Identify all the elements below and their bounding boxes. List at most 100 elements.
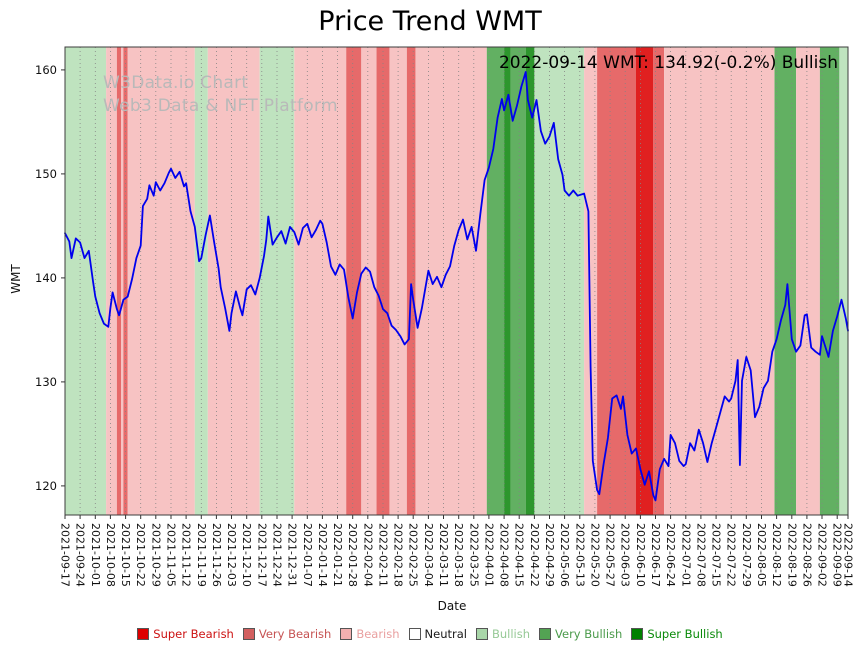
sentiment-band-bearish [796,47,820,515]
x-tick-label: 2021-12-10 [240,523,253,587]
sentiment-band-super-bullish [525,47,535,515]
y-axis-label: WMT [9,264,23,294]
sentiment-band-bearish [361,47,377,515]
sentiment-band-bullish [839,47,848,515]
sentiment-band-very-bearish [597,47,636,515]
sentiment-band-bearish [584,47,598,515]
sentiment-band-very-bearish [123,47,128,515]
legend-swatch [475,628,488,640]
watermark: W3Data.io Chart Web3 Data & NFT Platform [103,72,338,118]
sentiment-band-very-bullish [819,47,840,515]
plot-border [64,46,849,516]
legend-swatch [408,628,421,640]
x-tick-label: 2021-09-24 [74,523,87,587]
x-tick-label: 2022-03-18 [452,523,465,587]
x-tick-label: 2022-05-13 [573,523,586,587]
x-tick-label: 2021-12-24 [271,523,284,587]
x-tick-label: 2022-05-27 [604,523,617,587]
x-tick-label: 2021-12-03 [225,523,238,587]
x-axis-label: Date [437,599,467,613]
sentiment-band-bearish [207,47,260,515]
legend-item-neutral: Neutral [408,627,467,641]
legend-item-very-bearish: Very Bearish [242,627,331,641]
legend-item-very-bullish: Very Bullish [539,627,622,641]
x-tick-label: 2022-05-20 [588,523,601,587]
x-tick-label: 2022-04-01 [482,523,495,587]
x-tick-label: 2022-04-22 [528,523,541,587]
x-tick-label: 2021-11-26 [210,523,223,587]
sentiment-band-bullish [65,47,107,515]
y-tick-label: 130 [35,375,57,389]
sentiment-band-very-bearish [376,47,390,515]
price-line [64,71,849,502]
x-tick-label: 2022-03-04 [422,523,435,587]
latest-price-annotation: 2022-09-14 WMT: 134.92(-0.2%) Bullish [498,53,838,73]
sentiment-band-very-bearish [116,47,122,515]
x-tick-label: 2022-01-07 [301,523,314,587]
x-tick-label: 2022-05-06 [558,523,571,587]
x-tick-label: 2022-06-17 [649,523,662,587]
x-tick-label: 2022-07-01 [679,523,692,587]
x-tick-label: 2022-04-08 [498,523,511,587]
sentiment-band-bearish [389,47,407,515]
sentiment-band-very-bullish [510,47,526,515]
x-tick-label: 2022-07-29 [740,523,753,587]
x-tick-label: 2022-01-21 [331,523,344,587]
x-tick-label: 2022-08-05 [755,523,768,587]
x-tick-label: 2022-06-10 [634,523,647,587]
x-tick-label: 2022-09-14 [842,523,855,587]
sentiment-band-very-bearish [653,47,665,515]
sentiment-band-bullish [534,47,585,515]
x-tick-label: 2022-03-25 [467,523,480,587]
x-tick-label: 2022-01-14 [316,523,329,587]
x-tick-label: 2022-08-19 [785,523,798,587]
x-tick-label: 2022-03-11 [437,523,450,587]
sentiment-band-bullish [194,47,208,515]
y-tick-label: 150 [35,167,57,181]
sentiment-legend: Super Bearish Very Bearish Bearish Neutral B… [0,627,860,641]
watermark-line1: W3Data.io Chart [103,73,249,93]
x-tick-label: 2021-10-29 [149,523,162,587]
x-tick-label: 2022-02-11 [377,523,390,587]
x-tick-label: 2021-11-19 [195,523,208,587]
legend-swatch [539,628,552,640]
sentiment-band-bullish [259,47,295,515]
x-tick-label: 2022-06-03 [619,523,632,587]
sentiment-band-bearish [664,47,775,515]
x-tick-label: 2021-11-12 [180,523,193,587]
sentiment-bands-group [65,47,848,515]
sentiment-band-bearish [294,47,347,515]
x-tick-label: 2021-10-22 [134,523,147,587]
x-tick-label: 2021-11-05 [165,523,178,587]
y-axis-ticks-group: 120 130 140 150 160 [35,63,65,493]
legend-label: Bullish [491,627,531,641]
x-tick-label: 2022-07-15 [710,523,723,587]
x-tick-label: 2022-06-24 [664,523,677,587]
legend-item-super-bearish: Super Bearish [137,627,234,641]
legend-label: Super Bearish [153,627,234,641]
chart-title: Price Trend WMT [318,6,542,37]
sentiment-band-super-bullish [504,47,511,515]
x-tick-label: 2022-01-28 [346,523,359,587]
x-tick-label: 2022-07-08 [694,523,707,587]
x-axis-ticks-group: 2021-09-17 2021-09-24 2021-10-01 2021-10-08… [59,515,855,587]
legend-item-super-bullish: Super Bullish [631,627,723,641]
legend-item-bearish: Bearish [340,627,400,641]
legend-label: Bearish [356,627,400,641]
legend-label: Neutral [424,627,467,641]
legend-swatch [137,628,150,640]
sentiment-band-bearish [106,47,117,515]
x-tick-label: 2021-12-17 [255,523,268,587]
x-tick-label: 2022-02-04 [361,523,374,587]
sentiment-band-very-bearish [406,47,416,515]
watermark-line2: Web3 Data & NFT Platform [103,96,338,116]
legend-swatch [242,628,255,640]
legend-swatch [340,628,353,640]
x-tick-label: 2022-08-26 [800,523,813,587]
x-tick-label: 2021-12-31 [286,523,299,587]
x-tick-label: 2022-04-15 [513,523,526,587]
legend-label: Super Bullish [647,627,723,641]
x-tick-label: 2021-10-15 [119,523,132,587]
x-tick-label: 2022-04-29 [543,523,556,587]
